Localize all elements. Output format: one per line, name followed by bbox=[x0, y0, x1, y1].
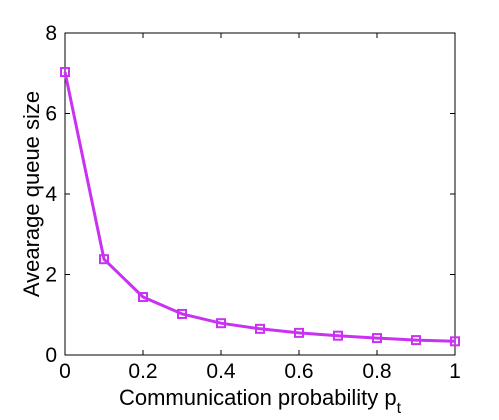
axis-ticks bbox=[64, 32, 456, 356]
x-axis-label-subscript: t bbox=[397, 400, 402, 417]
y-tick-label: 8 bbox=[45, 22, 57, 45]
y-tick-label: 6 bbox=[45, 103, 57, 126]
data-point bbox=[99, 254, 109, 265]
x-tick-label: 0.4 bbox=[206, 360, 236, 383]
y-tick-label: 4 bbox=[45, 183, 57, 206]
data-point bbox=[372, 333, 382, 344]
x-tick-label: 0 bbox=[59, 360, 71, 383]
data-point bbox=[255, 323, 265, 334]
y-tick-label: 2 bbox=[45, 264, 57, 287]
x-tick-label: 0.2 bbox=[128, 360, 157, 383]
data-point bbox=[138, 292, 148, 303]
x-axis-label: Communication probability pt bbox=[119, 385, 402, 417]
y-tick-label: 0 bbox=[45, 344, 57, 367]
y-axis-label: Avearage queue size bbox=[19, 91, 44, 297]
series-line bbox=[63, 71, 456, 343]
x-axis-label-main: Communication probability p bbox=[119, 385, 397, 410]
data-point bbox=[216, 318, 226, 329]
data-point bbox=[294, 327, 304, 338]
series-layer bbox=[60, 67, 460, 347]
data-point bbox=[411, 335, 421, 346]
data-point bbox=[177, 308, 187, 319]
x-tick-label: 0.6 bbox=[284, 360, 313, 383]
plot-area bbox=[64, 32, 456, 356]
data-point bbox=[60, 67, 70, 78]
data-point bbox=[333, 330, 343, 341]
tick-labels: 0 0.2 0.4 0.6 0.8 1 0 2 4 6 8 bbox=[45, 22, 461, 383]
plot-box bbox=[64, 32, 456, 356]
x-tick-label: 0.8 bbox=[362, 360, 391, 383]
data-point bbox=[450, 336, 460, 347]
x-tick-label: 1 bbox=[449, 360, 461, 383]
